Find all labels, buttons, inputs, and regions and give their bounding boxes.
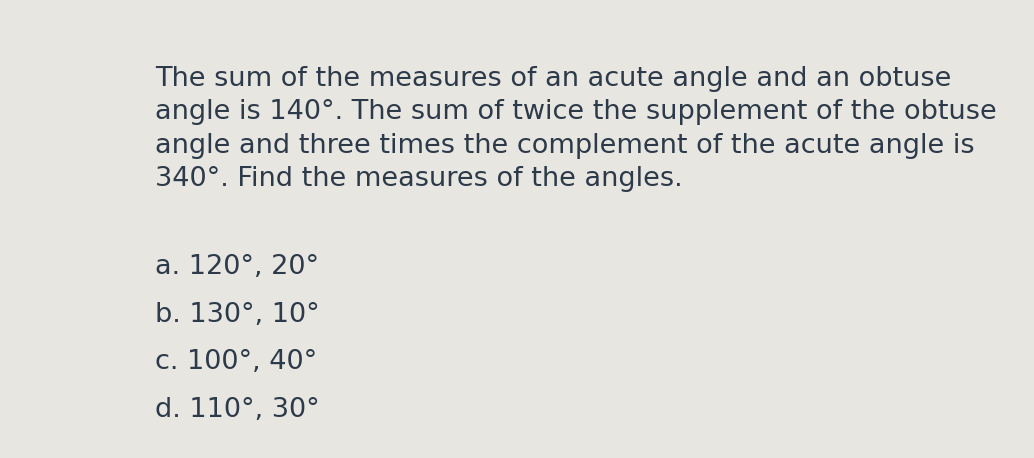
Text: a. 120°, 20°: a. 120°, 20°: [155, 254, 320, 280]
Text: b. 130°, 10°: b. 130°, 10°: [155, 302, 320, 328]
Text: c. 100°, 40°: c. 100°, 40°: [155, 349, 317, 376]
Text: d. 110°, 30°: d. 110°, 30°: [155, 397, 320, 423]
Text: The sum of the measures of an acute angle and an obtuse
angle is 140°. The sum o: The sum of the measures of an acute angl…: [155, 65, 997, 192]
